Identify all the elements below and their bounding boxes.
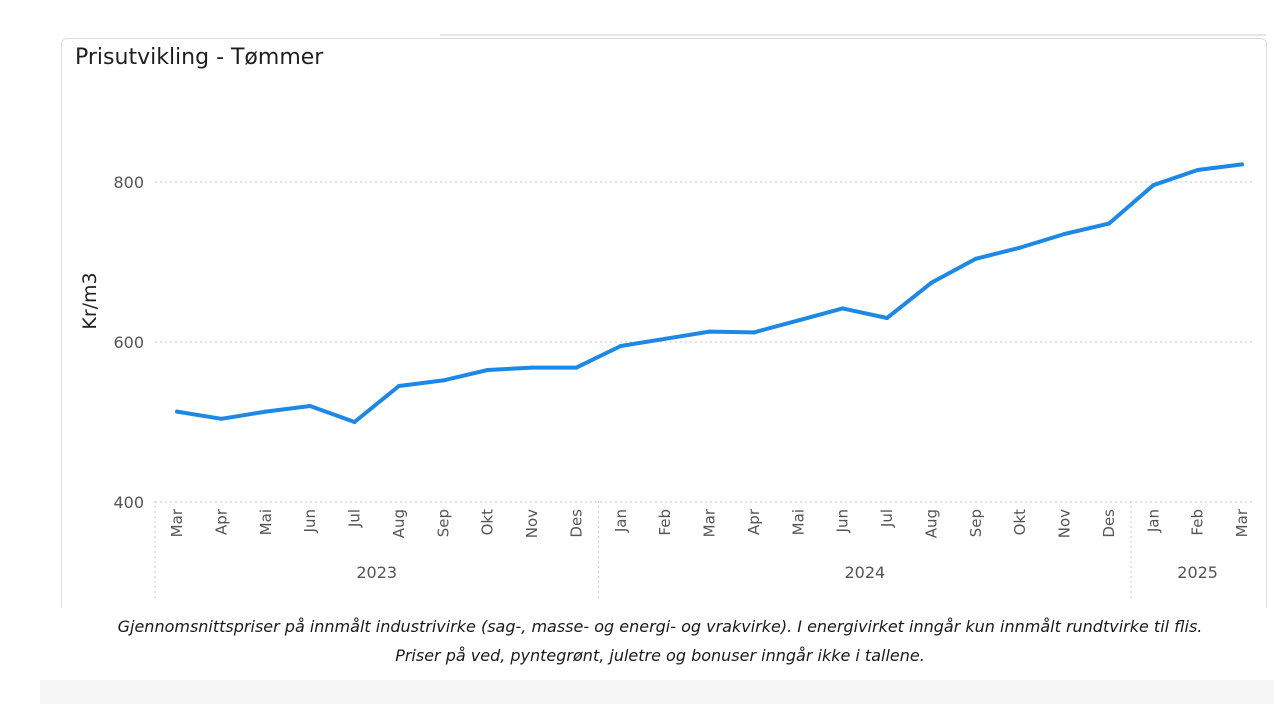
x-tick-label: Aug bbox=[922, 509, 940, 538]
chart-title: Prisutvikling - Tømmer bbox=[75, 45, 324, 70]
data-point bbox=[1106, 221, 1111, 226]
data-point bbox=[485, 368, 490, 372]
data-point bbox=[175, 409, 179, 414]
x-tick-label: Mar bbox=[1233, 508, 1251, 537]
data-point bbox=[396, 384, 401, 388]
x-tick-label: Mai bbox=[789, 509, 807, 535]
series-line bbox=[175, 162, 1244, 424]
data-point bbox=[308, 404, 313, 408]
x-tick-label: Jan bbox=[612, 509, 630, 533]
y-axis-ticks: 400 600 800 bbox=[113, 173, 144, 512]
year-label: 2024 bbox=[844, 563, 885, 582]
data-point bbox=[1062, 232, 1067, 236]
x-tick-label: Nov bbox=[523, 509, 541, 538]
x-tick-label: Mai bbox=[257, 509, 275, 535]
x-tick-label: Apr bbox=[745, 508, 763, 535]
data-point bbox=[1018, 245, 1023, 250]
x-tick-label: Jan bbox=[1144, 509, 1162, 533]
x-tick-label: Okt bbox=[479, 509, 497, 535]
data-point bbox=[929, 280, 934, 285]
year-label: 2023 bbox=[356, 563, 397, 582]
x-tick-label: Jun bbox=[301, 509, 319, 533]
y-tick-label: 800 bbox=[113, 173, 144, 192]
caption-line-2: Priser på ved, pyntegrønt, juletre og bo… bbox=[395, 646, 925, 665]
chart-card: Prisutvikling - Tømmer 400 600 800 Kr/m3 M… bbox=[61, 38, 1267, 608]
data-point bbox=[1240, 162, 1244, 167]
x-tick-label: Aug bbox=[390, 509, 408, 538]
data-point bbox=[1195, 168, 1200, 172]
x-tick-label: Feb bbox=[1189, 509, 1207, 536]
x-tick-label: Nov bbox=[1056, 509, 1074, 538]
data-point bbox=[840, 306, 845, 311]
data-point bbox=[1151, 183, 1156, 188]
x-tick-label: Okt bbox=[1011, 509, 1029, 535]
footer-band bbox=[40, 680, 1274, 704]
data-point bbox=[219, 416, 224, 421]
y-tick-label: 400 bbox=[113, 493, 144, 512]
data-point bbox=[796, 318, 801, 323]
x-tick-label: Feb bbox=[656, 509, 674, 536]
y-tick-label: 600 bbox=[113, 333, 144, 352]
data-point bbox=[973, 256, 978, 261]
x-tick-label: Jul bbox=[878, 509, 896, 528]
data-point bbox=[751, 330, 756, 335]
data-point bbox=[885, 316, 889, 320]
caption-line-1: Gjennomsnittspriser på innmålt industriv… bbox=[117, 617, 1203, 636]
x-tick-label: Sep bbox=[967, 509, 985, 537]
data-point bbox=[574, 365, 579, 370]
chart-caption: Gjennomsnittspriser på innmålt industriv… bbox=[40, 612, 1280, 670]
data-point bbox=[352, 420, 357, 424]
data-point bbox=[530, 365, 534, 370]
x-tick-label: Apr bbox=[212, 508, 230, 535]
x-tick-label: Jul bbox=[346, 509, 364, 528]
data-point bbox=[707, 329, 712, 334]
line-chart: 400 600 800 Kr/m3 Mar Apr Mai Jun Jul Aug Sep Okt… bbox=[79, 162, 1252, 599]
x-axis: Mar Apr Mai Jun Jul Aug Sep Okt Nov Des Jan Feb Mar A… bbox=[154, 501, 1251, 599]
data-point bbox=[263, 409, 268, 414]
x-tick-label: Sep bbox=[434, 509, 452, 537]
x-tick-label: Des bbox=[567, 509, 585, 538]
data-point bbox=[618, 344, 623, 348]
x-tick-label: Des bbox=[1100, 509, 1118, 538]
year-label: 2025 bbox=[1177, 563, 1218, 582]
y-axis-label: Kr/m3 bbox=[79, 272, 101, 329]
data-point bbox=[441, 378, 446, 383]
x-tick-label: Mar bbox=[701, 508, 719, 537]
x-tick-label: Mar bbox=[168, 508, 186, 537]
top-divider bbox=[440, 34, 1266, 36]
x-tick-label: Jun bbox=[834, 509, 852, 533]
series-layer bbox=[175, 162, 1244, 424]
data-point bbox=[663, 336, 668, 341]
